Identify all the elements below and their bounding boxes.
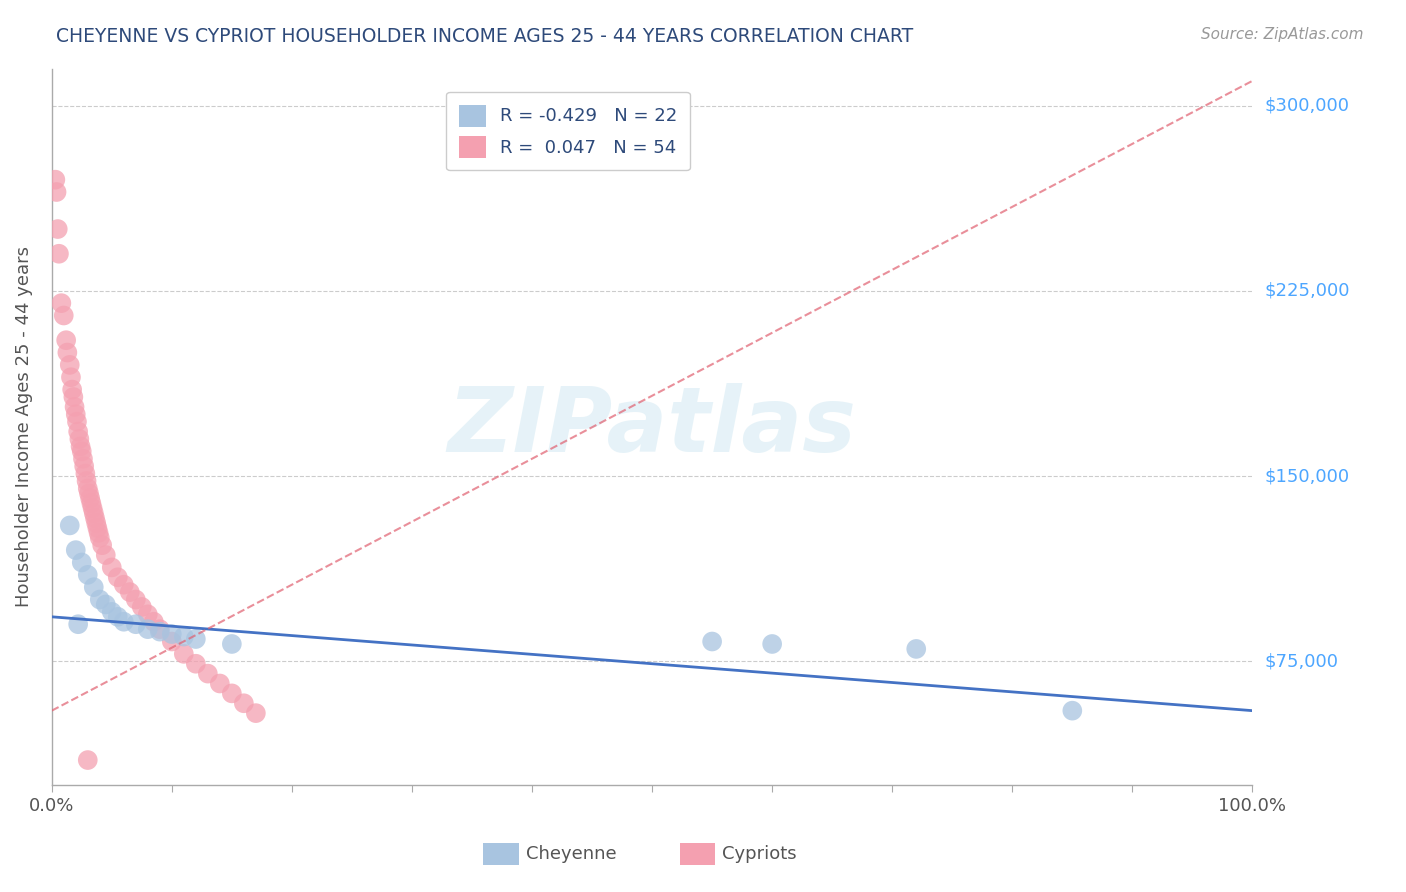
Point bbox=[173, 647, 195, 661]
Point bbox=[125, 592, 148, 607]
Point bbox=[46, 222, 69, 236]
Text: $75,000: $75,000 bbox=[1264, 652, 1339, 670]
Legend: R = -0.429   N = 22, R =  0.047   N = 54: R = -0.429 N = 22, R = 0.047 N = 54 bbox=[446, 92, 690, 170]
Point bbox=[761, 637, 783, 651]
Point bbox=[84, 516, 107, 530]
Point bbox=[79, 491, 101, 506]
Point bbox=[76, 567, 98, 582]
Point bbox=[69, 439, 91, 453]
Point bbox=[173, 630, 195, 644]
Point bbox=[63, 400, 86, 414]
Point bbox=[52, 309, 75, 323]
Point bbox=[77, 486, 100, 500]
Point bbox=[80, 496, 103, 510]
Point bbox=[59, 518, 82, 533]
Point bbox=[149, 622, 172, 636]
Point bbox=[160, 634, 183, 648]
Point bbox=[67, 425, 90, 439]
Point bbox=[221, 637, 243, 651]
Point bbox=[73, 459, 96, 474]
Point bbox=[208, 676, 231, 690]
Point bbox=[107, 609, 129, 624]
Point bbox=[1062, 704, 1084, 718]
Point bbox=[149, 624, 172, 639]
Point bbox=[89, 592, 111, 607]
Point bbox=[86, 521, 108, 535]
Point bbox=[56, 345, 79, 359]
Text: CHEYENNE VS CYPRIOT HOUSEHOLDER INCOME AGES 25 - 44 YEARS CORRELATION CHART: CHEYENNE VS CYPRIOT HOUSEHOLDER INCOME A… bbox=[56, 27, 914, 45]
Point bbox=[221, 686, 243, 700]
Point bbox=[59, 358, 82, 372]
Y-axis label: Householder Income Ages 25 - 44 years: Householder Income Ages 25 - 44 years bbox=[15, 246, 32, 607]
Point bbox=[112, 615, 135, 629]
Point bbox=[112, 577, 135, 591]
Point bbox=[65, 543, 87, 558]
Text: Source: ZipAtlas.com: Source: ZipAtlas.com bbox=[1201, 27, 1364, 42]
Point bbox=[83, 506, 105, 520]
Point bbox=[51, 296, 73, 310]
Text: Cypriots: Cypriots bbox=[723, 845, 797, 863]
Point bbox=[76, 482, 98, 496]
Point bbox=[197, 666, 219, 681]
Point bbox=[55, 333, 77, 347]
Point bbox=[136, 622, 159, 636]
Point bbox=[84, 511, 107, 525]
Point bbox=[87, 525, 110, 540]
Point bbox=[44, 172, 66, 186]
Point bbox=[66, 415, 89, 429]
Point bbox=[45, 185, 67, 199]
Point bbox=[70, 444, 93, 458]
Point bbox=[67, 432, 90, 446]
Point bbox=[65, 407, 87, 421]
Point bbox=[160, 627, 183, 641]
Point bbox=[91, 538, 114, 552]
Point bbox=[245, 706, 267, 720]
Point bbox=[76, 474, 98, 488]
Point bbox=[89, 531, 111, 545]
Point bbox=[70, 556, 93, 570]
Point bbox=[60, 383, 83, 397]
Text: Cheyenne: Cheyenne bbox=[526, 845, 616, 863]
Point bbox=[94, 598, 117, 612]
Point bbox=[67, 617, 90, 632]
Point bbox=[136, 607, 159, 622]
Point bbox=[184, 632, 207, 646]
Point bbox=[94, 548, 117, 562]
Point bbox=[142, 615, 165, 629]
Point bbox=[107, 570, 129, 584]
Point bbox=[83, 580, 105, 594]
Point bbox=[72, 451, 94, 466]
Point bbox=[131, 599, 153, 614]
Point bbox=[59, 370, 82, 384]
Text: $225,000: $225,000 bbox=[1264, 282, 1350, 300]
Point bbox=[184, 657, 207, 671]
Point bbox=[75, 467, 97, 481]
Point bbox=[125, 617, 148, 632]
Point bbox=[62, 390, 84, 404]
Point bbox=[82, 501, 104, 516]
Point bbox=[101, 605, 124, 619]
Text: $300,000: $300,000 bbox=[1264, 96, 1350, 114]
Point bbox=[905, 641, 928, 656]
Point bbox=[232, 696, 254, 710]
Point bbox=[48, 246, 70, 260]
Point bbox=[101, 560, 124, 574]
Point bbox=[118, 585, 141, 599]
Point bbox=[76, 753, 98, 767]
Text: ZIPatlas: ZIPatlas bbox=[447, 383, 856, 471]
Text: $150,000: $150,000 bbox=[1264, 467, 1350, 485]
Point bbox=[700, 634, 723, 648]
